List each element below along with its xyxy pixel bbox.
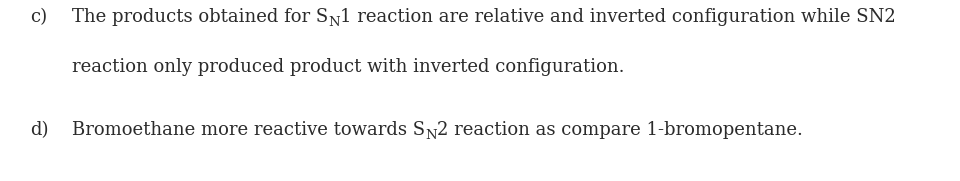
Text: N: N <box>328 16 340 29</box>
Text: The products obtained for S: The products obtained for S <box>72 8 328 26</box>
Text: c): c) <box>30 8 47 26</box>
Text: d): d) <box>30 121 49 139</box>
Text: Bromoethane more reactive towards S: Bromoethane more reactive towards S <box>72 121 425 139</box>
Text: N: N <box>425 129 437 142</box>
Text: 1 reaction are relative and inverted configuration while SN2: 1 reaction are relative and inverted con… <box>340 8 896 26</box>
Text: 2 reaction as compare 1-bromopentane.: 2 reaction as compare 1-bromopentane. <box>437 121 803 139</box>
Text: reaction only produced product with inverted configuration.: reaction only produced product with inve… <box>72 58 625 76</box>
